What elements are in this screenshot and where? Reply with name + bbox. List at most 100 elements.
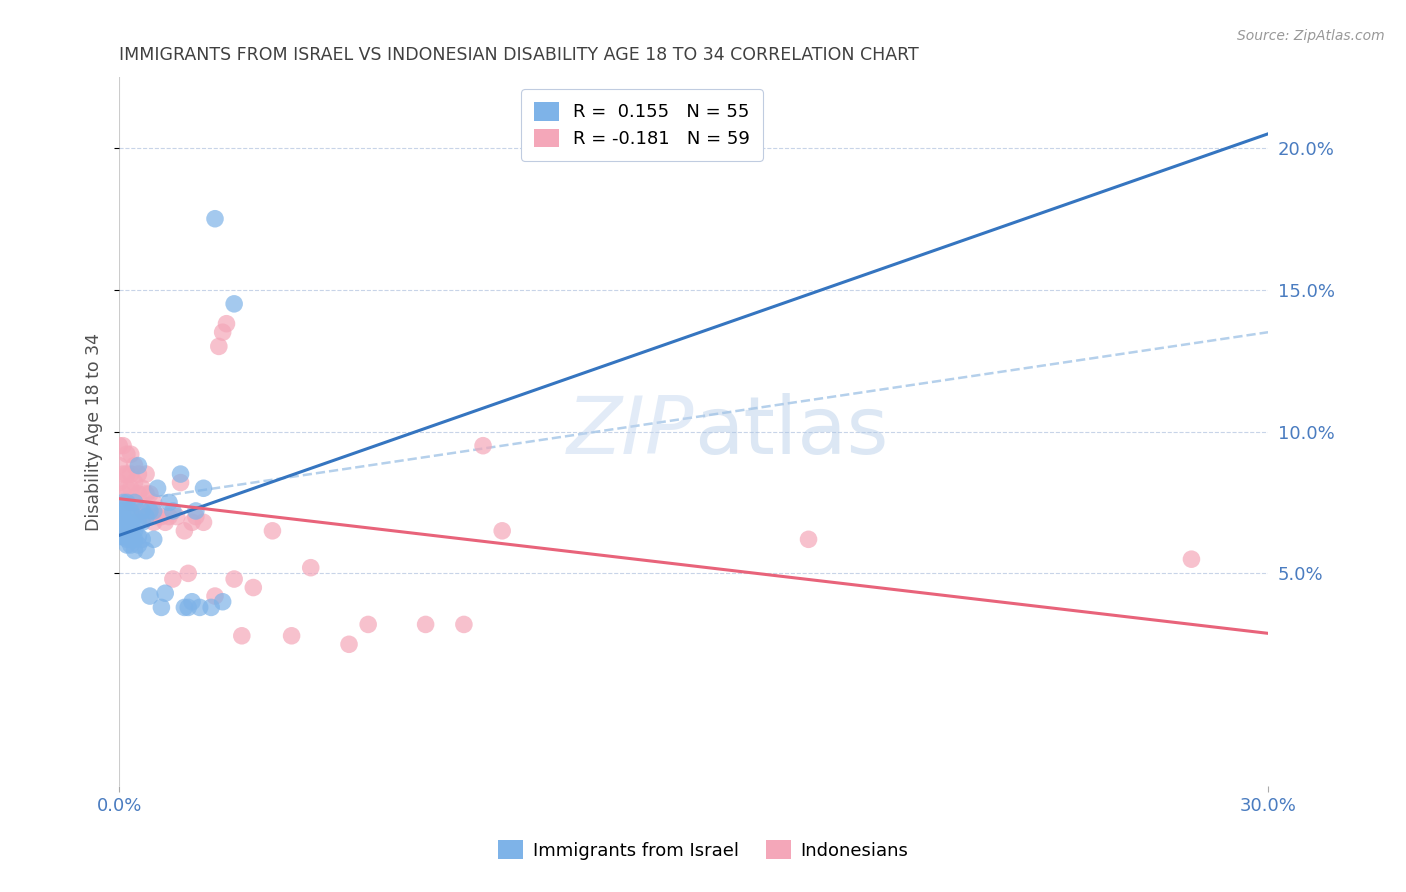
Point	[127, 487, 149, 501]
Point	[120, 495, 142, 509]
Point	[150, 509, 173, 524]
Point	[169, 475, 191, 490]
Point	[135, 509, 157, 524]
Point	[131, 504, 153, 518]
Text: IMMIGRANTS FROM ISRAEL VS INDONESIAN DISABILITY AGE 18 TO 34 CORRELATION CHART: IMMIGRANTS FROM ISRAEL VS INDONESIAN DIS…	[120, 46, 920, 64]
Point	[157, 495, 180, 509]
Point	[181, 595, 204, 609]
Point	[200, 600, 222, 615]
Point	[337, 637, 360, 651]
Point	[224, 297, 246, 311]
Point	[115, 495, 138, 509]
Point	[357, 617, 380, 632]
Point	[193, 516, 215, 530]
Point	[124, 509, 146, 524]
Point	[157, 509, 180, 524]
Point	[131, 533, 153, 547]
Point	[142, 504, 165, 518]
Legend: R =  0.155   N = 55, R = -0.181   N = 59: R = 0.155 N = 55, R = -0.181 N = 59	[522, 89, 763, 161]
Point	[491, 524, 513, 538]
Point	[135, 487, 157, 501]
Point	[115, 524, 138, 538]
Point	[211, 325, 233, 339]
Point	[150, 600, 173, 615]
Point	[242, 581, 264, 595]
Point	[127, 516, 149, 530]
Point	[139, 487, 162, 501]
Point	[135, 467, 157, 481]
Point	[120, 516, 142, 530]
Point	[120, 481, 142, 495]
Point	[127, 458, 149, 473]
Point	[204, 589, 226, 603]
Point	[162, 572, 184, 586]
Point	[184, 504, 207, 518]
Point	[120, 467, 142, 481]
Point	[142, 516, 165, 530]
Point	[415, 617, 437, 632]
Point	[115, 467, 138, 481]
Point	[124, 524, 146, 538]
Point	[146, 481, 169, 495]
Point	[139, 504, 162, 518]
Point	[797, 533, 820, 547]
Point	[120, 504, 142, 518]
Point	[453, 617, 475, 632]
Point	[127, 529, 149, 543]
Point	[142, 495, 165, 509]
Point	[120, 538, 142, 552]
Point	[108, 524, 131, 538]
Text: ZIP: ZIP	[567, 392, 693, 470]
Point	[280, 629, 302, 643]
Point	[472, 439, 495, 453]
Point	[115, 533, 138, 547]
Point	[208, 339, 231, 353]
Point	[162, 504, 184, 518]
Point	[124, 543, 146, 558]
Point	[124, 495, 146, 509]
Point	[108, 509, 131, 524]
Point	[188, 600, 211, 615]
Point	[224, 572, 246, 586]
Point	[112, 439, 135, 453]
Point	[299, 560, 322, 574]
Point	[115, 504, 138, 518]
Point	[146, 509, 169, 524]
Point	[112, 495, 135, 509]
Legend: Immigrants from Israel, Indonesians: Immigrants from Israel, Indonesians	[491, 833, 915, 867]
Point	[173, 524, 195, 538]
Y-axis label: Disability Age 18 to 34: Disability Age 18 to 34	[86, 333, 103, 531]
Point	[169, 467, 191, 481]
Point	[120, 533, 142, 547]
Point	[112, 467, 135, 481]
Point	[131, 504, 153, 518]
Point	[108, 439, 131, 453]
Point	[135, 543, 157, 558]
Point	[112, 487, 135, 501]
Point	[211, 595, 233, 609]
Point	[115, 516, 138, 530]
Point	[181, 516, 204, 530]
Point	[215, 317, 238, 331]
Point	[231, 629, 253, 643]
Point	[173, 600, 195, 615]
Point	[177, 600, 200, 615]
Point	[124, 533, 146, 547]
Point	[112, 529, 135, 543]
Point	[112, 516, 135, 530]
Point	[112, 504, 135, 518]
Point	[115, 538, 138, 552]
Text: atlas: atlas	[693, 392, 889, 470]
Point	[139, 589, 162, 603]
Point	[108, 516, 131, 530]
Point	[1180, 552, 1202, 566]
Point	[155, 516, 177, 530]
Point	[139, 509, 162, 524]
Point	[115, 447, 138, 461]
Point	[124, 458, 146, 473]
Point	[155, 586, 177, 600]
Point	[115, 481, 138, 495]
Point	[124, 475, 146, 490]
Point	[120, 447, 142, 461]
Point	[108, 504, 131, 518]
